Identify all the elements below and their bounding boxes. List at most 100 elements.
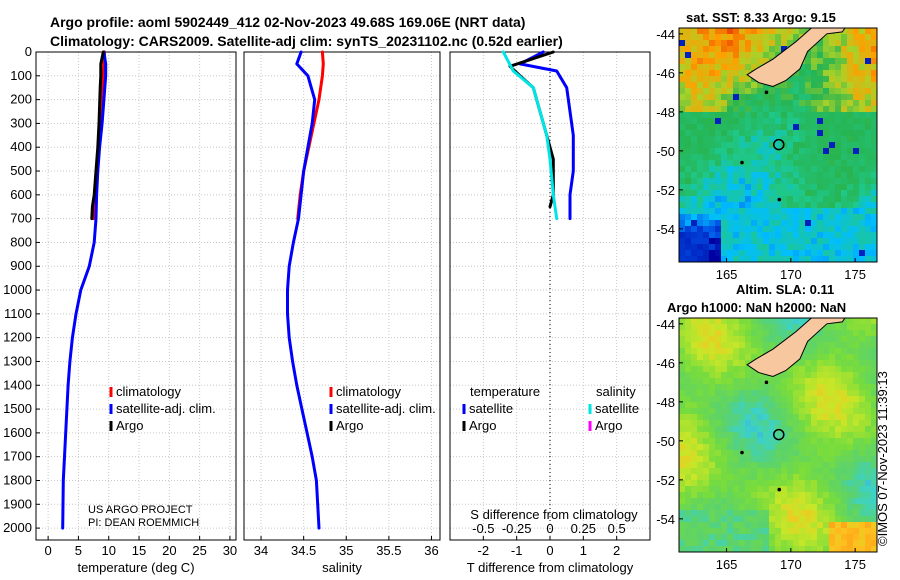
depth-tick-label: 1600 — [3, 425, 32, 440]
diff-xtick-label: 1 — [580, 543, 587, 558]
sla-map-ytick-label: -54 — [656, 512, 675, 527]
temp-legend-satellite-label: satellite-adj. clim. — [116, 401, 216, 416]
sst-map-island — [777, 197, 782, 202]
sst-map-xtick-label: 165 — [716, 267, 738, 282]
sla-map-ytick-label: -52 — [656, 473, 675, 488]
sst-map-ytick-label: -48 — [656, 105, 675, 120]
sst-map-ytick-label: -52 — [656, 183, 675, 198]
sla-map-island — [764, 380, 769, 385]
sal-legend-climatology-label: climatology — [336, 384, 402, 399]
sst-map-island — [764, 90, 769, 95]
sla-map-ytick-label: -46 — [656, 356, 675, 371]
diff-legend-sal-argo-label: Argo — [595, 418, 622, 433]
temp-xtick-label: 10 — [101, 543, 115, 558]
sst-map-ytick-label: -44 — [656, 27, 675, 42]
depth-tick-label: 1900 — [3, 496, 32, 511]
sal-xtick-label: 34 — [254, 543, 268, 558]
sst-map-ytick-label: -50 — [656, 144, 675, 159]
diff-legend-temperature-title: temperature — [470, 384, 540, 399]
sal-xlabel: salinity — [322, 560, 362, 575]
sla-map-frame — [678, 317, 878, 553]
diff-s-tick-label: -0.5 — [472, 521, 494, 536]
depth-tick-label: 1400 — [3, 377, 32, 392]
sla-map-title-line2: Argo h1000: NaN h2000: NaN — [667, 300, 847, 315]
temp-xtick-label: 5 — [75, 543, 82, 558]
depth-tick-label: 500 — [10, 163, 32, 178]
depth-tick-label: 600 — [10, 187, 32, 202]
sal-xtick-label: 35.5 — [376, 543, 401, 558]
depth-tick-label: 100 — [10, 68, 32, 83]
temp-xtick-label: 0 — [45, 543, 52, 558]
sal-legend-argo-label: Argo — [336, 418, 363, 433]
project-annotation: US ARGO PROJECT — [88, 504, 193, 516]
depth-tick-label: 1000 — [3, 282, 32, 297]
temp-xtick-label: 25 — [192, 543, 206, 558]
depth-tick-label: 1100 — [4, 306, 32, 321]
sst-map-island — [740, 160, 744, 165]
diff-series-temperature-satellite — [518, 50, 575, 221]
depth-tick-label: 900 — [10, 258, 32, 273]
pi-annotation: PI: DEAN ROEMMICH — [88, 517, 199, 529]
diff-xlabel: T difference from climatology — [467, 560, 634, 575]
diff-legend-temp-satellite-label: satellite — [469, 401, 513, 416]
sla-map-island — [777, 487, 782, 492]
depth-tick-label: 200 — [10, 92, 32, 107]
diff-legend-temp-argo-label: Argo — [469, 418, 496, 433]
diff-xtick-label: -1 — [511, 543, 523, 558]
sst-map-frame — [678, 27, 878, 263]
sst-map-ytick-label: -54 — [656, 222, 675, 237]
diff-s-tick-label: -0.25 — [502, 521, 532, 536]
sst-map-land — [746, 27, 846, 88]
temp-legend-argo-label: Argo — [116, 418, 143, 433]
depth-tick-label: 1300 — [3, 353, 32, 368]
diff-s-tick-label: 0 — [546, 521, 553, 536]
temp-xtick-label: 20 — [162, 543, 176, 558]
depth-tick-label: 1800 — [3, 472, 32, 487]
sst-map-xtick-label: 175 — [844, 267, 866, 282]
diff-s-axis-label: S difference from climatology — [470, 507, 638, 522]
diff-xtick-label: 2 — [613, 543, 620, 558]
temp-axes-frame — [35, 51, 237, 541]
depth-tick-label: 2000 — [3, 520, 32, 535]
temp-series-argo — [90, 50, 105, 221]
diff-xtick-label: 0 — [546, 543, 553, 558]
temp-xtick-label: 15 — [132, 543, 146, 558]
diff-s-tick-label: 0.5 — [608, 521, 626, 536]
sla-map-xtick-label: 175 — [844, 557, 866, 572]
sal-xtick-label: 34.5 — [291, 543, 316, 558]
sla-map-ytick-label: -48 — [656, 395, 675, 410]
diff-legend-sal-satellite-label: satellite — [595, 401, 639, 416]
sla-map-title-line1: Altim. SLA: 0.11 — [736, 282, 835, 297]
figure-title-line2: Climatology: CARS2009. Satellite-adj cli… — [50, 33, 563, 49]
sst-map-xtick-label: 170 — [780, 267, 802, 282]
sst-map-argo-location — [773, 138, 785, 151]
sla-map-ytick-label: -44 — [656, 317, 675, 332]
sal-xtick-label: 36 — [424, 543, 438, 558]
sla-map-argo-location — [773, 428, 785, 441]
sla-map-xtick-label: 165 — [716, 557, 738, 572]
sla-map-ytick-label: -50 — [656, 434, 675, 449]
sal-legend-satellite-label: satellite-adj. clim. — [336, 401, 436, 416]
sla-map-field — [679, 318, 878, 553]
diff-s-tick-label: 0.25 — [571, 521, 596, 536]
sst-map-ytick-label: -46 — [656, 66, 675, 81]
diff-legend-salinity-title: salinity — [596, 384, 636, 399]
depth-tick-label: 400 — [10, 139, 32, 154]
sal-xtick-label: 35 — [339, 543, 353, 558]
sst-map-title: sat. SST: 8.33 Argo: 9.15 — [686, 10, 836, 25]
depth-tick-label: 1500 — [3, 401, 32, 416]
diff-xtick-label: -2 — [478, 543, 490, 558]
depth-tick-label: 1200 — [3, 330, 32, 345]
temp-series-satellite-adj-clim- — [61, 50, 108, 530]
sla-map-xtick-label: 170 — [780, 557, 802, 572]
depth-tick-label: 1700 — [3, 449, 32, 464]
diff-series-salinity-satellite — [501, 50, 559, 221]
sla-map-land — [746, 317, 846, 378]
sal-series-satellite-adj-clim- — [286, 50, 321, 530]
sla-map-island — [740, 450, 744, 455]
temp-xtick-label: 30 — [223, 543, 237, 558]
depth-tick-label: 300 — [10, 115, 32, 130]
temp-legend-climatology-label: climatology — [116, 384, 182, 399]
depth-tick-label: 0 — [25, 44, 32, 59]
